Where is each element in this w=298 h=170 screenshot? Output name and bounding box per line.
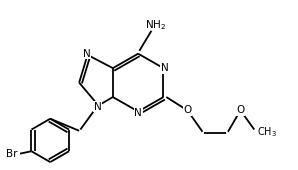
Text: N: N: [83, 49, 91, 59]
Text: N: N: [161, 63, 168, 73]
Text: Br: Br: [6, 149, 17, 159]
Text: O: O: [183, 105, 192, 115]
Text: N: N: [94, 102, 102, 112]
Text: O: O: [236, 105, 245, 115]
Text: N: N: [134, 108, 142, 118]
Text: CH$_3$: CH$_3$: [257, 125, 277, 139]
Text: NH$_2$: NH$_2$: [145, 18, 166, 32]
